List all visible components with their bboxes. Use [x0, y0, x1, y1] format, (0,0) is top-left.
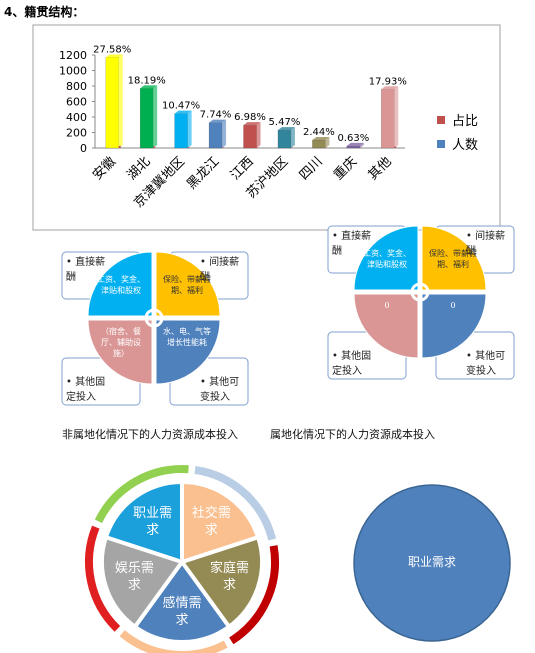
bar-top: [277, 127, 295, 131]
center-icon: [144, 308, 164, 328]
bar-side: [359, 142, 364, 148]
quadrant: [421, 293, 487, 359]
legend-label: 人数: [452, 138, 478, 153]
bar: [208, 122, 223, 149]
cycle-segment: [100, 534, 186, 630]
data-label: 2.44%: [303, 127, 335, 138]
bar: [222, 147, 225, 148]
single-circle: [353, 484, 511, 642]
caption: 属地化情况下的人力资源成本投入: [270, 428, 435, 441]
bar-top: [312, 137, 330, 141]
box-label: 间接薪酬: [466, 229, 512, 259]
data-label: 10.47%: [162, 101, 200, 112]
box-label: 直接薪酬: [332, 229, 376, 259]
cycle-label: 职业需求: [133, 505, 173, 538]
legend-swatch: [437, 140, 445, 148]
box-label: 间接薪酬: [200, 255, 246, 285]
bar: [277, 129, 292, 149]
quadrant-label: 保险、带薪假期、福利: [429, 249, 477, 269]
cycle-arrow: [194, 465, 277, 541]
data-label: 5.47%: [269, 117, 301, 128]
bar-side: [153, 85, 158, 148]
heading: 4、籍贯结构：: [4, 5, 85, 19]
bar: [394, 146, 397, 148]
quadrant: [87, 319, 153, 385]
quadrant-label: 工资、奖金、津贴和股权: [97, 275, 145, 295]
legend-label: 占比: [452, 114, 478, 129]
bar: [381, 89, 395, 149]
bar-top: [346, 142, 364, 146]
y-tick-label: 600: [66, 96, 87, 109]
box-label: 其他可变投入: [200, 375, 246, 405]
y-tick-label: 0: [80, 142, 87, 155]
y-tick-label: 1200: [59, 49, 87, 62]
bar: [139, 88, 154, 149]
data-label: 17.93%: [369, 76, 407, 87]
legend-swatch: [437, 116, 445, 124]
quadrant: [155, 319, 221, 385]
cycle-label: 社交需求: [191, 505, 231, 538]
quadrant-label: 0: [384, 301, 390, 310]
bar: [187, 147, 190, 148]
bar: [174, 113, 188, 149]
bar-side: [290, 127, 295, 148]
quadrant-label: 保险、带薪假期、福利: [163, 275, 211, 295]
caption: 非属地化情况下的人力资源成本投入: [62, 428, 238, 441]
bar-side: [394, 86, 399, 148]
cycle-label: 感情需求: [162, 596, 202, 628]
bar-top: [174, 110, 192, 114]
data-label: 6.98%: [234, 112, 266, 123]
bar-top: [140, 85, 158, 89]
data-label: 27.58%: [93, 45, 131, 56]
bar-side: [187, 110, 192, 148]
bar-side: [325, 137, 330, 148]
y-tick-label: 200: [66, 127, 87, 140]
cycle-segment: [178, 534, 264, 630]
data-label: 0.63%: [337, 133, 369, 144]
quadrant-label: 0: [450, 301, 456, 310]
cycle-arrow: [229, 545, 279, 645]
bar: [153, 146, 156, 148]
bar-side: [222, 119, 227, 148]
bar-top: [243, 122, 261, 126]
bar-side: [118, 54, 123, 149]
box-label: 其他固定投入: [332, 349, 376, 379]
cycle-arrow: [119, 630, 228, 653]
bar: [312, 139, 326, 149]
box-label: 其他可变投入: [466, 349, 512, 379]
circle-label: 职业需求: [407, 555, 456, 569]
data-label: 7.74%: [200, 110, 232, 121]
cycle-segment: [132, 558, 232, 644]
quadrant-label: 水、电、气等增长性能耗: [163, 327, 211, 347]
y-tick-label: 400: [66, 111, 87, 124]
center-icon: [410, 282, 430, 302]
bar-side: [256, 122, 261, 148]
quadrant-label: （宿舍、餐厅、辅助设施）: [101, 327, 141, 358]
quadrant-label: 工资、奖金、津贴和股权: [363, 249, 411, 269]
bar: [256, 147, 259, 148]
data-label: 18.19%: [128, 75, 166, 86]
y-tick-label: 1000: [59, 65, 87, 78]
chart-frame: [32, 24, 501, 231]
bar: [243, 124, 257, 149]
bar: [105, 57, 119, 149]
bar-top: [381, 86, 399, 90]
box-label: 其他固定投入: [66, 375, 110, 405]
cycle-arrow: [85, 525, 121, 632]
bar: [346, 145, 361, 149]
quadrant: [353, 293, 419, 359]
cycle-label: 娱乐需求: [114, 561, 154, 594]
cycle-label: 家庭需求: [210, 561, 250, 594]
cycle-arrow: [94, 465, 189, 524]
bar: [118, 145, 121, 148]
bar-top: [209, 119, 227, 123]
bar-top: [105, 54, 123, 58]
y-tick-label: 800: [66, 80, 87, 93]
box-label: 直接薪酬: [66, 255, 110, 285]
